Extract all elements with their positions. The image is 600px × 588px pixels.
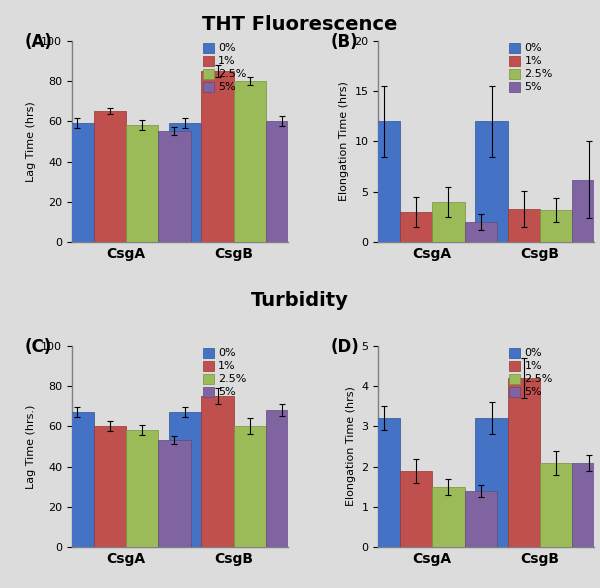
Bar — [368, 122, 400, 242]
Bar — [266, 410, 298, 547]
Bar — [400, 470, 432, 547]
Text: (B): (B) — [331, 33, 358, 51]
Bar — [540, 463, 572, 547]
Y-axis label: Elongation Time (hrs): Elongation Time (hrs) — [339, 82, 349, 202]
Bar — [169, 123, 202, 242]
Text: (C): (C) — [25, 338, 52, 356]
Bar — [169, 412, 202, 547]
Bar — [234, 81, 266, 242]
Bar — [432, 202, 464, 242]
Bar — [475, 122, 508, 242]
Bar — [94, 111, 126, 242]
Bar — [464, 222, 497, 242]
Bar — [508, 209, 540, 242]
Bar — [126, 125, 158, 242]
Bar — [158, 440, 191, 547]
Bar — [508, 378, 540, 547]
Bar — [61, 412, 94, 547]
Bar — [464, 490, 497, 547]
Bar — [432, 487, 464, 547]
Bar — [126, 430, 158, 547]
Bar — [540, 210, 572, 242]
Bar — [266, 122, 298, 242]
Bar — [368, 419, 400, 547]
Y-axis label: Lag Time (hrs.): Lag Time (hrs.) — [26, 405, 36, 489]
Bar — [202, 396, 234, 547]
Y-axis label: Lag Time (hrs): Lag Time (hrs) — [26, 101, 36, 182]
Bar — [94, 426, 126, 547]
Legend: 0%, 1%, 2.5%, 5%: 0%, 1%, 2.5%, 5% — [509, 43, 553, 92]
Bar — [572, 463, 600, 547]
Legend: 0%, 1%, 2.5%, 5%: 0%, 1%, 2.5%, 5% — [203, 348, 247, 397]
Bar — [234, 426, 266, 547]
Bar — [158, 132, 191, 242]
Y-axis label: Elongation Time (hrs): Elongation Time (hrs) — [346, 386, 356, 506]
Text: THT Fluorescence: THT Fluorescence — [202, 15, 398, 34]
Text: (D): (D) — [331, 338, 359, 356]
Bar — [572, 179, 600, 242]
Bar — [202, 71, 234, 242]
Legend: 0%, 1%, 2.5%, 5%: 0%, 1%, 2.5%, 5% — [509, 348, 553, 397]
Legend: 0%, 1%, 2.5%, 5%: 0%, 1%, 2.5%, 5% — [203, 43, 247, 92]
Bar — [475, 419, 508, 547]
Text: (A): (A) — [25, 33, 52, 51]
Text: Turbidity: Turbidity — [251, 291, 349, 310]
Bar — [400, 212, 432, 242]
Bar — [61, 123, 94, 242]
